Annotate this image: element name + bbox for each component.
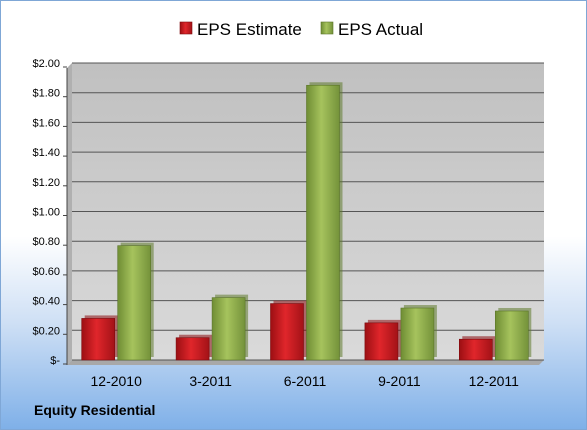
y-tick-label: $1.40 (32, 147, 60, 159)
y-tick-label: $1.80 (32, 88, 60, 100)
legend-swatch (320, 21, 334, 35)
bar (211, 297, 246, 361)
bar (494, 310, 529, 361)
bar (364, 322, 399, 361)
y-tick-label: $0.20 (32, 325, 60, 337)
y-tick-label: $1.00 (32, 207, 60, 219)
y-tick-label: $0.60 (32, 266, 60, 278)
x-tick-label: 6-2011 (284, 373, 327, 389)
bar (270, 303, 304, 361)
bar (400, 307, 435, 361)
bar (81, 318, 115, 361)
x-tick-label: 12-2011 (469, 373, 520, 389)
bar (458, 338, 493, 361)
x-tick-label: 9-2011 (378, 373, 421, 389)
y-tick-label: $0.40 (32, 296, 60, 308)
x-tick-label: 12-2010 (91, 373, 143, 389)
company-name: Equity Residential (34, 402, 156, 418)
bar (117, 245, 151, 361)
plot-floor (67, 360, 544, 365)
y-tick-label: $- (50, 355, 60, 367)
x-tick-label: 3-2011 (189, 373, 232, 389)
legend-label: EPS Actual (338, 20, 423, 39)
y-tick-label: $2.00 (32, 58, 60, 70)
plot-side-wall (67, 63, 72, 365)
y-tick-label: $0.80 (32, 236, 60, 248)
bar (175, 337, 210, 361)
legend-swatch (179, 21, 193, 35)
bar (306, 84, 340, 361)
y-tick-label: $1.60 (32, 117, 60, 129)
legend-label: EPS Estimate (197, 20, 302, 39)
y-tick-label: $1.20 (32, 177, 60, 189)
